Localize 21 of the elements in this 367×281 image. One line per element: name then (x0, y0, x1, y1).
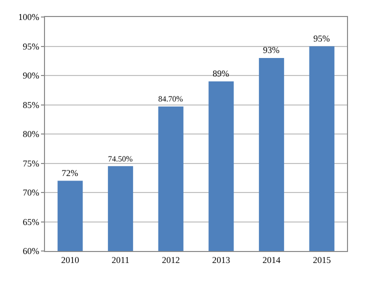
y-tick-label: 65% (22, 216, 40, 227)
y-tick-label: 70% (22, 188, 40, 198)
data-label: 72% (62, 168, 79, 178)
x-tick-label: 2010 (61, 254, 80, 265)
y-tick-label: 80% (22, 129, 40, 140)
y-tick-label: 85% (22, 100, 40, 110)
x-tick-label: 2011 (112, 254, 130, 265)
x-tick-label: 2015 (312, 254, 332, 265)
y-tick-label: 60% (22, 246, 40, 256)
y-tick-label: 100% (18, 12, 40, 22)
y-tick-label: 90% (22, 70, 40, 81)
data-label: 95% (313, 33, 330, 44)
y-tick-label: 95% (22, 41, 40, 52)
x-tick-label: 2014 (262, 254, 281, 265)
x-tick-label: 2013 (212, 254, 231, 265)
data-label: 74.50% (108, 154, 133, 164)
data-label: 84.70% (158, 94, 184, 104)
data-label: 89% (212, 68, 230, 78)
data-label: 93% (263, 44, 280, 55)
x-tick-label: 2012 (162, 254, 180, 265)
y-tick-label: 75% (22, 158, 40, 168)
